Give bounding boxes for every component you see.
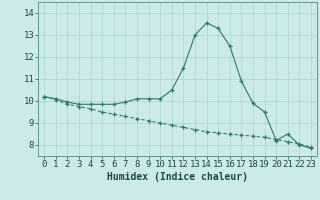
X-axis label: Humidex (Indice chaleur): Humidex (Indice chaleur) — [107, 172, 248, 182]
